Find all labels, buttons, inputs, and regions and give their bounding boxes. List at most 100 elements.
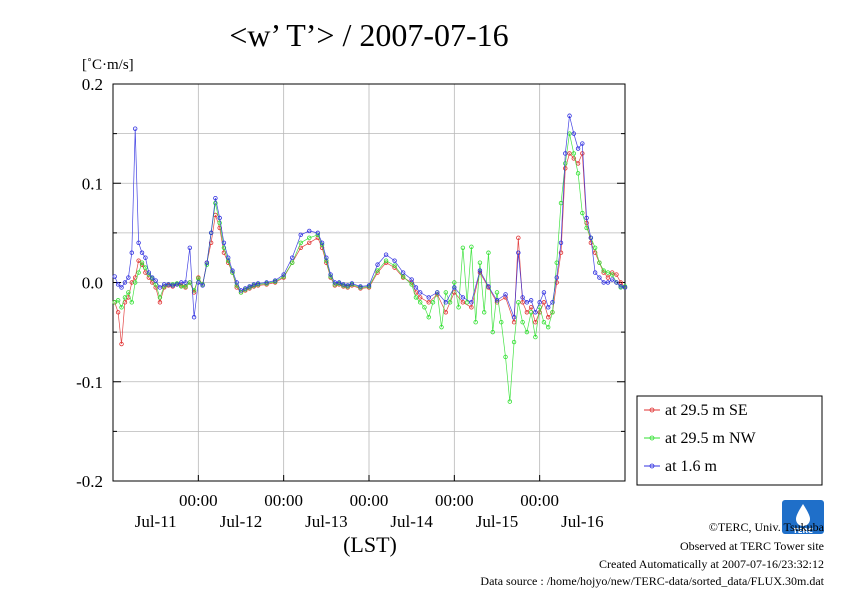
data-point (614, 272, 619, 277)
data-point (281, 272, 286, 277)
data-point (196, 280, 201, 285)
data-point (546, 324, 551, 330)
data-point (255, 281, 261, 286)
legend-swatch-point (649, 435, 655, 441)
data-point (580, 210, 585, 216)
data-point (486, 284, 491, 289)
x-tick-hour: 00:00 (435, 491, 474, 510)
data-point (290, 255, 295, 260)
data-point (460, 300, 466, 305)
data-point (139, 250, 145, 255)
data-point (490, 329, 495, 335)
data-point (153, 285, 158, 290)
data-point (166, 282, 171, 287)
x-tick-hour: 00:00 (179, 491, 218, 510)
data-point (554, 275, 559, 280)
data-point (272, 278, 278, 283)
series-3 (112, 113, 628, 320)
data-point (571, 151, 576, 156)
data-point (341, 282, 346, 287)
data-point (460, 245, 466, 250)
data-point (520, 295, 525, 300)
data-point (592, 250, 598, 255)
data-point (537, 310, 542, 315)
data-point (217, 220, 222, 226)
series-line (114, 133, 626, 402)
data-point (115, 310, 121, 315)
data-point (533, 310, 538, 315)
data-point (520, 300, 525, 305)
data-point (592, 245, 598, 250)
data-point (614, 280, 619, 285)
data-point (469, 244, 474, 249)
credit-copyright: ©TERC, Univ. Tsukuba (709, 520, 825, 534)
chart-title: <w’ T’> / 2007-07-16 (229, 17, 508, 53)
data-point (580, 151, 585, 156)
y-tick-label: 0.1 (82, 174, 103, 193)
data-point (460, 295, 466, 300)
data-point (601, 280, 606, 285)
data-point (610, 272, 615, 277)
x-tick-day: Jul-13 (305, 512, 348, 531)
data-point (541, 290, 547, 295)
x-tick-day: Jul-14 (390, 512, 433, 531)
data-point (153, 278, 158, 283)
x-tick-day: Jul-11 (135, 512, 177, 531)
data-point (332, 280, 338, 285)
y-tick-label: -0.1 (76, 373, 103, 392)
data-point (157, 300, 163, 305)
data-point (597, 275, 602, 280)
x-tick-hour: 00:00 (350, 491, 389, 510)
data-point (443, 300, 448, 305)
data-point (336, 280, 342, 285)
data-point (115, 298, 121, 303)
data-point (418, 295, 423, 300)
data-point (213, 200, 218, 206)
data-point (584, 215, 589, 221)
data-point (473, 320, 478, 325)
data-point (511, 315, 517, 320)
data-point (392, 258, 397, 263)
data-point (541, 320, 547, 325)
data-point (584, 220, 589, 226)
data-point (324, 255, 329, 260)
data-point (528, 305, 534, 310)
data-point (126, 290, 131, 295)
data-point (400, 270, 406, 275)
data-point (119, 341, 124, 347)
data-point (503, 295, 508, 300)
data-point (119, 285, 124, 290)
data-point (592, 270, 598, 275)
data-point (174, 282, 180, 287)
data-point (622, 285, 628, 290)
data-point (328, 272, 333, 277)
y-unit-label: [˚C·m/s] (82, 57, 134, 73)
data-point (230, 268, 235, 273)
grid (113, 84, 625, 481)
data-point (208, 230, 214, 236)
data-point (251, 282, 256, 287)
data-point (469, 300, 474, 305)
data-point (375, 268, 380, 273)
data-point (187, 245, 192, 250)
data-point (115, 282, 121, 287)
data-point (516, 235, 521, 241)
data-point (443, 310, 448, 315)
legend-swatch-point (649, 463, 655, 469)
data-point (499, 320, 504, 325)
data-point (575, 171, 581, 176)
data-point (563, 151, 568, 156)
data-point (567, 113, 572, 118)
data-point (139, 260, 145, 265)
data-point (524, 300, 530, 305)
data-point (558, 250, 564, 255)
data-point (179, 280, 184, 285)
data-point (126, 275, 131, 280)
data-point (225, 258, 231, 263)
data-point (413, 285, 419, 290)
data-point (456, 305, 461, 310)
data-point (533, 334, 538, 340)
data-point (537, 300, 542, 305)
